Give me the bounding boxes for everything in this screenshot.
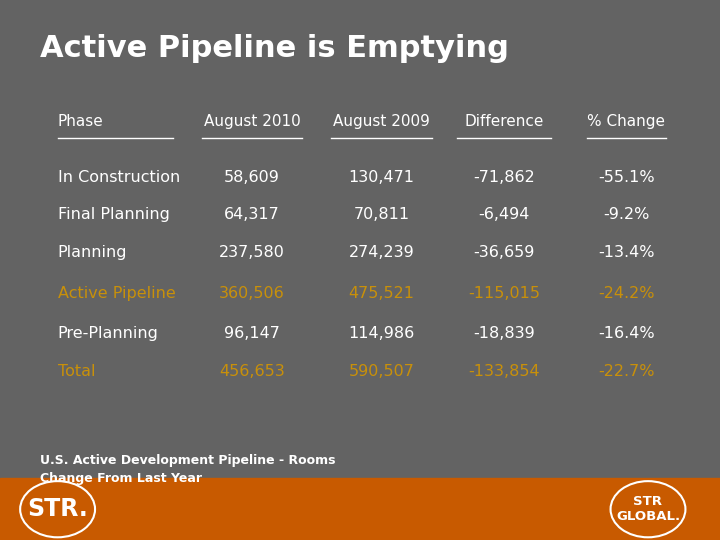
Text: -115,015: -115,015: [468, 286, 540, 301]
Text: 456,653: 456,653: [219, 364, 285, 379]
Text: -36,659: -36,659: [473, 245, 535, 260]
Text: -133,854: -133,854: [468, 364, 540, 379]
Text: 130,471: 130,471: [348, 170, 415, 185]
Text: Total: Total: [58, 364, 95, 379]
Text: 360,506: 360,506: [219, 286, 285, 301]
Text: 96,147: 96,147: [224, 326, 280, 341]
Text: STR.: STR.: [27, 497, 88, 521]
Text: 70,811: 70,811: [354, 207, 410, 222]
Text: 237,580: 237,580: [219, 245, 285, 260]
Text: -22.7%: -22.7%: [598, 364, 654, 379]
Text: -13.4%: -13.4%: [598, 245, 654, 260]
Text: -16.4%: -16.4%: [598, 326, 654, 341]
Text: Difference: Difference: [464, 114, 544, 129]
Text: 475,521: 475,521: [348, 286, 415, 301]
Text: Planning: Planning: [58, 245, 127, 260]
Text: % Change: % Change: [588, 114, 665, 129]
Text: August 2010: August 2010: [204, 114, 300, 129]
Text: -6,494: -6,494: [478, 207, 530, 222]
Text: August 2009: August 2009: [333, 114, 430, 129]
Text: Phase: Phase: [58, 114, 104, 129]
Text: Change From Last Year: Change From Last Year: [40, 472, 202, 485]
Text: Pre-Planning: Pre-Planning: [58, 326, 158, 341]
Text: 590,507: 590,507: [348, 364, 415, 379]
Bar: [0, 478, 720, 540]
Text: STR
GLOBAL.: STR GLOBAL.: [616, 495, 680, 523]
Text: 64,317: 64,317: [224, 207, 280, 222]
Text: -9.2%: -9.2%: [603, 207, 649, 222]
Text: 274,239: 274,239: [348, 245, 415, 260]
Text: In Construction: In Construction: [58, 170, 180, 185]
Text: Active Pipeline: Active Pipeline: [58, 286, 176, 301]
Text: -24.2%: -24.2%: [598, 286, 654, 301]
Text: -71,862: -71,862: [473, 170, 535, 185]
Text: -55.1%: -55.1%: [598, 170, 654, 185]
Text: Active Pipeline is Emptying: Active Pipeline is Emptying: [40, 34, 508, 63]
Text: -18,839: -18,839: [473, 326, 535, 341]
Text: 58,609: 58,609: [224, 170, 280, 185]
Text: 114,986: 114,986: [348, 326, 415, 341]
Text: Final Planning: Final Planning: [58, 207, 169, 222]
Text: U.S. Active Development Pipeline - Rooms: U.S. Active Development Pipeline - Rooms: [40, 454, 335, 467]
